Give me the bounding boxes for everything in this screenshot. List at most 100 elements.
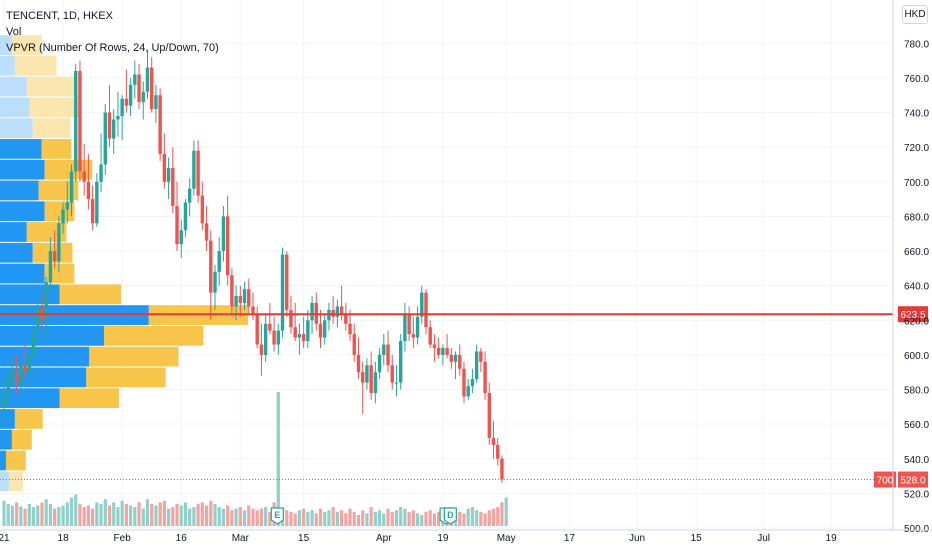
volume-bar: [399, 507, 403, 526]
volume-profile-up-bar: [0, 409, 15, 429]
volume-profile-up-bar: [0, 201, 45, 222]
candle-body: [137, 74, 141, 103]
volume-profile-down-bar: [26, 222, 67, 242]
volume-bar: [411, 510, 415, 526]
volume-bar: [221, 508, 226, 526]
volume-bar: [44, 499, 48, 526]
candle-body: [428, 327, 432, 345]
price-tick-label: 680.0: [904, 212, 929, 223]
candle-body: [171, 167, 175, 207]
candle-body: [394, 382, 399, 384]
volume-bar: [99, 503, 103, 526]
vpvr-indicator-label[interactable]: VPVR (Number Of Rows, 24, Up/Down, 70): [6, 42, 219, 54]
candle-body: [352, 334, 356, 355]
chart-legend: TENCENT, 1D, HKEX Vol VPVR (Number Of Ro…: [6, 8, 219, 56]
level-price-label: 623.5: [900, 310, 925, 321]
candle-body: [373, 372, 378, 393]
candle-body: [483, 361, 487, 393]
volume-bar: [428, 510, 432, 526]
event-markers[interactable]: EED: [270, 507, 457, 525]
price-tick-label: 700.0: [904, 178, 929, 189]
volume-bar: [133, 507, 137, 526]
candle-body: [470, 379, 475, 387]
last-price-badge: [898, 471, 928, 488]
time-tick-label: 15: [298, 533, 310, 544]
candle-body: [31, 330, 36, 355]
volume-profile-down-bar: [44, 201, 75, 222]
volume-bar: [314, 513, 318, 526]
volume-bar: [306, 511, 310, 526]
candle-body: [86, 181, 91, 200]
candle-body: [289, 309, 293, 328]
volume-bar: [310, 510, 314, 526]
candlesticks[interactable]: [2, 50, 504, 483]
volume-bar: [95, 502, 99, 526]
volume-profile-up-bar: [0, 55, 15, 76]
volume-profile-down-bar: [32, 242, 73, 263]
candle-body: [99, 164, 103, 182]
price-tick-label: 540.0: [904, 455, 929, 466]
volume-bar: [103, 499, 107, 526]
volume-bar: [19, 506, 23, 526]
candle-body: [217, 251, 221, 272]
candle-body: [204, 223, 209, 241]
candle-body: [293, 327, 297, 338]
volume-bar: [162, 500, 166, 526]
volume-bar: [475, 510, 479, 526]
volume-bar: [78, 503, 82, 526]
volume-profile-down-bar: [14, 409, 43, 429]
volume-profile-down-bar: [8, 471, 23, 492]
volume-bar: [373, 511, 377, 526]
volume-bar: [377, 510, 382, 526]
candle-body: [183, 202, 188, 231]
volume-bar: [129, 505, 133, 526]
candle-body: [365, 365, 369, 383]
candle-body: [200, 195, 205, 224]
candle-body: [103, 112, 107, 165]
volume-bar: [437, 511, 441, 526]
volume-bar: [204, 505, 209, 526]
candle-body: [268, 323, 272, 331]
candle-body: [382, 344, 386, 355]
volume-bar: [226, 505, 230, 526]
volume-bar: [407, 511, 411, 526]
volume-bar: [483, 513, 487, 526]
candle-body: [221, 216, 226, 252]
volume-bar: [268, 511, 272, 526]
volume-profile-down-bar: [11, 35, 42, 55]
candle-body: [154, 95, 158, 110]
volume-indicator-label[interactable]: Vol: [6, 26, 22, 38]
symbol-title[interactable]: TENCENT, 1D, HKEX: [6, 10, 113, 22]
volume-bar: [137, 502, 141, 526]
volume-bar: [166, 508, 171, 526]
candle-body: [420, 292, 424, 317]
candle-body: [158, 95, 162, 155]
candle-body: [128, 84, 133, 106]
price-tick-label: 640.0: [904, 282, 929, 293]
volume-bar: [65, 502, 69, 526]
volume-bar: [145, 499, 150, 526]
event-marker-label: D: [447, 510, 454, 520]
volume-profile-down-bar: [11, 429, 32, 450]
volume-bar: [496, 507, 500, 526]
candle-body: [297, 334, 302, 338]
volume-bar: [420, 514, 424, 526]
volume-bar: [10, 505, 15, 526]
volume-bar: [91, 508, 95, 526]
candle-body: [57, 223, 61, 262]
time-tick-label: 15: [691, 533, 703, 544]
candle-body: [259, 344, 264, 355]
volume-profile-up-bar: [0, 139, 42, 159]
volume-profile-down-bar: [59, 388, 120, 409]
currency-badge[interactable]: HKD: [902, 5, 928, 24]
candle-body: [196, 150, 200, 196]
level-lines: 623.5 528.0 700: [0, 306, 928, 488]
volume-bar: [74, 494, 78, 526]
last-volume-label: 700: [877, 476, 894, 487]
volume-bar: [264, 507, 268, 526]
time-tick-label: 19: [826, 533, 838, 544]
time-tick-label: May: [497, 533, 516, 544]
candle-body: [285, 254, 289, 310]
candle-body: [432, 344, 437, 348]
